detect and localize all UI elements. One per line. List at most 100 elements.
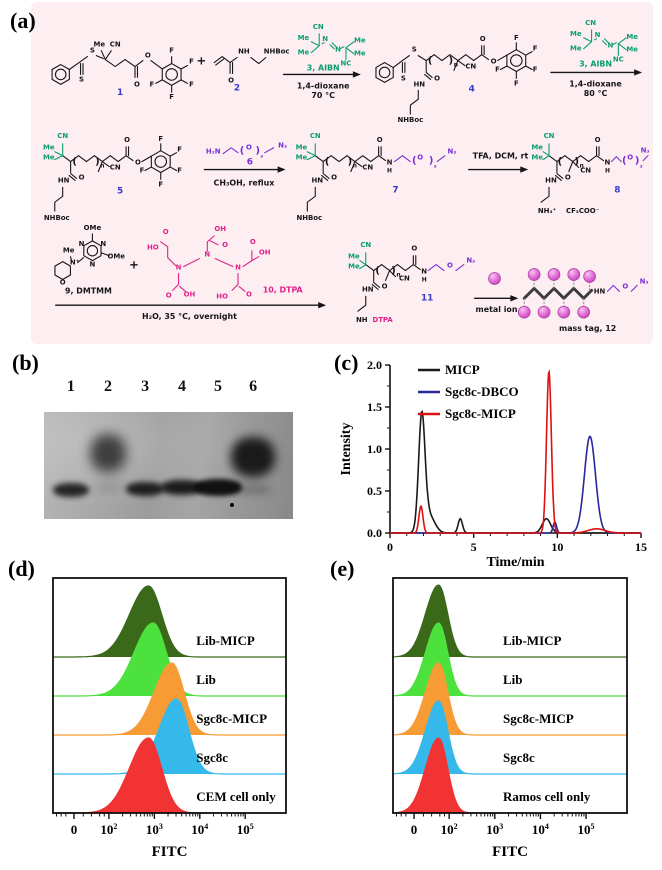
svg-text:N: N bbox=[421, 268, 427, 276]
svg-text:Me: Me bbox=[298, 49, 310, 57]
svg-text:O: O bbox=[124, 136, 130, 144]
scheme-background bbox=[31, 2, 653, 344]
svg-text:4: 4 bbox=[469, 84, 475, 94]
svg-text:N: N bbox=[79, 240, 85, 248]
svg-text:CN: CN bbox=[585, 19, 596, 27]
svg-text:102: 102 bbox=[441, 822, 458, 837]
svg-text:NHBoc: NHBoc bbox=[44, 214, 70, 222]
svg-text:F: F bbox=[177, 167, 182, 175]
svg-text:CN: CN bbox=[544, 132, 555, 140]
mass-tag-backbone bbox=[522, 280, 594, 307]
svg-text:O: O bbox=[134, 80, 140, 88]
gel-band bbox=[194, 479, 243, 497]
svg-text:NH: NH bbox=[238, 48, 250, 56]
svg-text:Me: Me bbox=[531, 154, 543, 162]
gel-lane-number: 5 bbox=[214, 378, 223, 395]
svg-text:105: 105 bbox=[578, 822, 595, 837]
gel-band bbox=[235, 483, 272, 495]
svg-text:(: ( bbox=[375, 266, 380, 277]
svg-text:N: N bbox=[322, 35, 328, 43]
svg-text:104: 104 bbox=[532, 822, 549, 837]
flow-series-sgc8c bbox=[392, 700, 627, 775]
svg-text:102: 102 bbox=[100, 822, 117, 837]
svg-text:F: F bbox=[169, 93, 174, 101]
svg-text:CN: CN bbox=[580, 167, 591, 175]
svg-text:H: H bbox=[387, 168, 392, 175]
panel-e-label: (e) bbox=[330, 556, 355, 581]
svg-text:O: O bbox=[491, 58, 497, 66]
panel-a-label: (a) bbox=[10, 8, 36, 33]
svg-text:HN: HN bbox=[362, 285, 374, 293]
svg-text:(: ( bbox=[240, 146, 245, 157]
svg-text:N₃: N₃ bbox=[466, 257, 475, 265]
svg-text:O: O bbox=[79, 173, 85, 181]
svg-text:CN: CN bbox=[465, 63, 476, 71]
svg-text:1: 1 bbox=[117, 88, 123, 98]
svg-text:O: O bbox=[417, 154, 423, 162]
svg-text:F: F bbox=[158, 180, 163, 188]
svg-text:NH₃⁺: NH₃⁺ bbox=[538, 207, 557, 215]
svg-text:n: n bbox=[454, 62, 458, 69]
gel-lane-number: 4 bbox=[177, 378, 186, 395]
svg-text:n: n bbox=[100, 163, 104, 170]
svg-text:F: F bbox=[158, 135, 163, 143]
svg-text:(: ( bbox=[622, 156, 627, 167]
svg-text:S: S bbox=[412, 46, 417, 54]
svg-text:Time/min: Time/min bbox=[486, 555, 544, 568]
svg-text:): ) bbox=[574, 157, 579, 168]
svg-text:F: F bbox=[189, 80, 194, 88]
svg-text:N: N bbox=[608, 42, 614, 50]
svg-text:n: n bbox=[353, 163, 357, 170]
gel-lane-number: 3 bbox=[141, 378, 150, 395]
svg-text:Me: Me bbox=[298, 34, 310, 42]
svg-text:+: + bbox=[129, 258, 139, 272]
svg-text:(: ( bbox=[428, 56, 433, 67]
svg-text:Sgc8c-MICP: Sgc8c-MICP bbox=[503, 711, 574, 726]
svg-text:N: N bbox=[204, 251, 210, 259]
svg-text:F: F bbox=[495, 65, 500, 73]
svg-text:NC: NC bbox=[613, 56, 624, 64]
svg-text:N: N bbox=[100, 240, 106, 248]
svg-text:O: O bbox=[565, 173, 571, 181]
svg-text:10, DTPA: 10, DTPA bbox=[263, 285, 304, 294]
svg-text:2.0: 2.0 bbox=[367, 358, 382, 372]
svg-text:Sgc8c-MICP: Sgc8c-MICP bbox=[445, 406, 516, 421]
svg-text:NHBoc: NHBoc bbox=[296, 214, 322, 222]
svg-text:O: O bbox=[250, 238, 256, 246]
svg-text:OMe: OMe bbox=[84, 224, 102, 232]
svg-text:N: N bbox=[605, 159, 611, 167]
svg-text:O: O bbox=[166, 291, 172, 299]
gel-speck bbox=[229, 502, 234, 507]
gel-panel: 1 2 3 4 5 6 bbox=[44, 378, 293, 523]
svg-text:): ) bbox=[429, 156, 434, 167]
svg-text:N: N bbox=[387, 159, 393, 167]
svg-text:O: O bbox=[411, 245, 417, 253]
svg-text:n: n bbox=[580, 163, 584, 170]
svg-text:HN: HN bbox=[545, 176, 557, 184]
svg-text:Me: Me bbox=[43, 154, 55, 162]
svg-text:1.5: 1.5 bbox=[367, 400, 382, 414]
svg-text:Sgc8c-MICP: Sgc8c-MICP bbox=[196, 711, 267, 726]
svg-text:11: 11 bbox=[421, 293, 433, 303]
svg-text:(: ( bbox=[72, 157, 77, 168]
svg-text:O: O bbox=[627, 154, 633, 162]
gel-band bbox=[126, 482, 165, 497]
svg-text:1,4-dioxane: 1,4-dioxane bbox=[297, 81, 350, 90]
svg-text:3, AIBN: 3, AIBN bbox=[579, 60, 612, 69]
svg-text:N: N bbox=[595, 31, 601, 39]
svg-text:O: O bbox=[222, 241, 228, 249]
svg-text:5: 5 bbox=[471, 540, 477, 554]
flow-series-sgc8c bbox=[53, 698, 286, 775]
svg-text:Lib-MICP: Lib-MICP bbox=[503, 633, 562, 648]
svg-text:OMe: OMe bbox=[107, 253, 125, 261]
svg-text:Sgc8c: Sgc8c bbox=[503, 750, 535, 765]
svg-text:HO: HO bbox=[147, 244, 159, 252]
svg-text:NH: NH bbox=[356, 316, 368, 324]
svg-text:metal ion: metal ion bbox=[476, 305, 518, 314]
svg-text:10: 10 bbox=[551, 540, 563, 554]
svg-text:Ramos cell only: Ramos cell only bbox=[503, 789, 591, 804]
svg-text:O: O bbox=[246, 144, 252, 152]
svg-text:3, AIBN: 3, AIBN bbox=[307, 63, 340, 72]
